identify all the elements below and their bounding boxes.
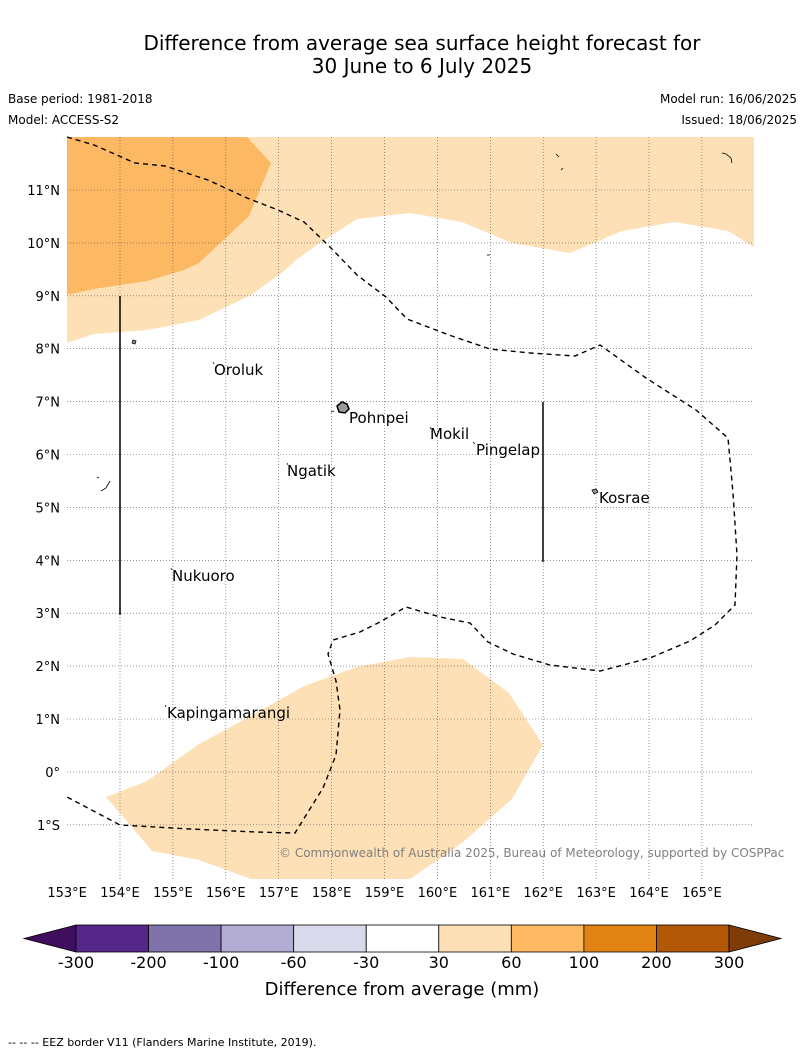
- colorbar-tick-label: 200: [641, 953, 672, 972]
- place-label-pohnpei: Pohnpei: [349, 409, 409, 427]
- place-label-ngatik: Ngatik: [287, 462, 336, 480]
- colorbar-segment: [75, 924, 149, 953]
- colorbar-extend-high: [728, 924, 783, 953]
- colorbar-segment: [510, 924, 585, 953]
- lon-tick-label: 162°E: [523, 886, 563, 901]
- lat-tick-label: 3°N: [36, 607, 61, 622]
- lat-tick-label: 7°N: [36, 396, 61, 411]
- anomaly-region-north-medium: [67, 137, 271, 295]
- pohnpei-island: [336, 401, 350, 414]
- lon-tick-label: 157°E: [259, 886, 299, 901]
- kosrae-island: [591, 488, 599, 495]
- place-label-nukuoro: Nukuoro: [172, 567, 235, 585]
- colorbar-segment: [583, 924, 657, 953]
- lat-tick-label: 9°N: [36, 290, 61, 305]
- title-line-1: Difference from average sea surface heig…: [143, 31, 701, 55]
- chart-title: Difference from average sea surface heig…: [0, 32, 804, 78]
- place-label-pingelap: Pingelap: [476, 441, 540, 459]
- lon-tick-label: 155°E: [153, 886, 193, 901]
- colorbar-segment: [293, 924, 367, 953]
- map-figure: Oroluk Pohnpei Mokil Pingelap Ngatik Kos…: [22, 136, 783, 953]
- lat-tick-label: 6°N: [36, 449, 61, 464]
- lat-tick-label: 5°N: [36, 501, 61, 516]
- lat-tick-label: 8°N: [36, 343, 61, 358]
- lat-tick-label: 10°N: [27, 237, 60, 252]
- colorbar-tick-label: -30: [353, 953, 380, 972]
- colorbar-segment: [148, 924, 222, 953]
- colorbar-tick-label: 300: [713, 953, 745, 972]
- place-label-kosrae: Kosrae: [599, 489, 650, 507]
- place-label-oroluk: Oroluk: [214, 361, 263, 379]
- lon-tick-label: 156°E: [206, 886, 246, 901]
- lat-tick-label: 1°S: [37, 819, 60, 834]
- anomaly-region-south-light: [106, 657, 543, 879]
- colorbar-tick-label: -60: [280, 953, 307, 972]
- eez-footnote: -- -- -- EEZ border V11 (Flanders Marine…: [8, 1036, 317, 1049]
- eez-border: [66, 136, 738, 834]
- anomaly-region-east-edge: [752, 232, 754, 240]
- colorbar-segment: [656, 924, 730, 953]
- lon-tick-label: 159°E: [365, 886, 405, 901]
- colorbar: [22, 924, 783, 953]
- colorbar-segment: [220, 924, 295, 953]
- lon-tick-label: 165°E: [682, 886, 722, 901]
- map-gridlines: [67, 137, 754, 879]
- mwoakilloa-islet: [131, 339, 137, 345]
- lon-tick-label: 164°E: [629, 886, 669, 901]
- lat-tick-label: 11°N: [27, 184, 60, 199]
- lon-tick-label: 160°E: [418, 886, 458, 901]
- lat-tick-label: 0°: [45, 766, 60, 781]
- colorbar-tick-label: 100: [568, 953, 600, 972]
- model-run: Model run: 16/06/2025: [659, 92, 797, 106]
- lat-tick-label: 4°N: [36, 554, 61, 569]
- colorbar-tick-label: -100: [202, 953, 240, 972]
- lat-tick-label: 1°N: [36, 713, 61, 728]
- colorbar-segment: [365, 924, 440, 953]
- colorbar-tick-label: 60: [501, 953, 522, 972]
- model-name: Model: ACCESS-S2: [8, 113, 120, 127]
- colorbar-tick-label: -200: [130, 953, 167, 972]
- lon-tick-label: 158°E: [312, 886, 352, 901]
- colorbar-tick-label: 30: [428, 953, 449, 972]
- lon-tick-label: 163°E: [576, 886, 616, 901]
- colorbar-segment: [438, 924, 512, 953]
- islands: [96, 152, 733, 708]
- colorbar-title: Difference from average (mm): [264, 979, 540, 1000]
- lon-tick-label: 153°E: [47, 886, 87, 901]
- lon-tick-label: 154°E: [100, 886, 140, 901]
- lat-tick-label: 2°N: [36, 660, 61, 675]
- lon-tick-label: 161°E: [471, 886, 511, 901]
- place-label-kapingamarangi: Kapingamarangi: [167, 704, 290, 722]
- place-label-mokil: Mokil: [430, 425, 469, 443]
- copyright-notice: © Commonwealth of Australia 2025, Bureau…: [279, 846, 785, 860]
- colorbar-tick-label: -300: [57, 953, 95, 972]
- issued-date: Issued: 18/06/2025: [681, 113, 797, 127]
- title-line-2: 30 June to 6 July 2025: [311, 54, 533, 78]
- colorbar-extend-low: [22, 924, 77, 953]
- base-period: Base period: 1981-2018: [8, 92, 153, 106]
